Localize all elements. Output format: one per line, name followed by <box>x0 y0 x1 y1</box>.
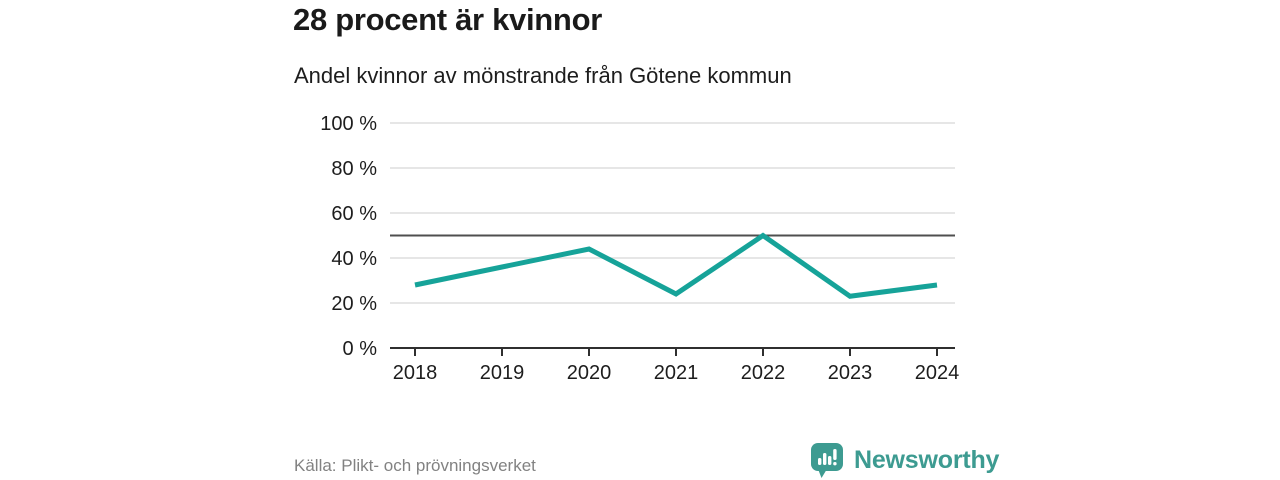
newsworthy-logo-icon <box>811 443 843 478</box>
x-tick-label: 2024 <box>915 362 960 384</box>
y-tick-label: 100 % <box>320 113 377 135</box>
x-tick-label: 2020 <box>567 362 612 384</box>
y-tick-label: 40 % <box>331 248 377 270</box>
x-tick-label: 2022 <box>741 362 786 384</box>
data-line-andel-kvinnor <box>414 232 938 299</box>
chart-subtitle: Andel kvinnor av mönstrande från Götene … <box>294 63 792 88</box>
y-tick-label: 0 % <box>343 338 378 360</box>
y-tick-label: 20 % <box>331 293 377 315</box>
chart-title: 28 procent är kvinnor <box>293 2 602 37</box>
x-tick-label: 2021 <box>654 362 699 384</box>
line-chart: 0 % 20 % 40 % 60 % 80 % 100 % 2018 2019 2020 2021… <box>320 113 960 384</box>
brand-text: Newsworthy <box>854 446 1000 474</box>
source-text: Källa: Plikt- och prövningsverket <box>294 456 536 475</box>
x-tick-label: 2018 <box>393 362 438 384</box>
y-tick-label: 80 % <box>331 158 377 180</box>
y-tick-label: 60 % <box>331 203 377 225</box>
x-tick-label: 2019 <box>480 362 525 384</box>
newsworthy-logo: Newsworthy <box>810 442 999 480</box>
x-tick-label: 2023 <box>828 362 873 384</box>
